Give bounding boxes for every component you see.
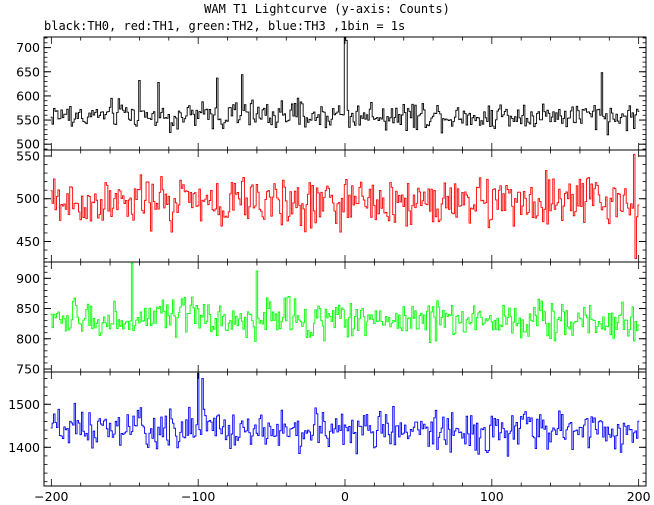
y-tick-label: 900 <box>16 271 40 286</box>
panel-th1: 450 500 550 <box>16 148 647 263</box>
x-tick-label: −200 <box>34 489 68 504</box>
series-line-th1 <box>50 153 640 260</box>
y-tick-label: 1500 <box>8 397 40 412</box>
lightcurve-panels: 5005506006507004505005507508008509001400… <box>8 36 647 487</box>
y-tick-label: 1400 <box>8 440 40 455</box>
series-line-th3 <box>50 372 640 457</box>
y-tick-label: 800 <box>16 331 40 346</box>
series-line-th0 <box>50 37 640 136</box>
panel-th2: 750 800 850 900 <box>16 261 647 376</box>
panel-frame <box>43 371 647 487</box>
y-tick-label: 850 <box>16 301 40 316</box>
panel-frame <box>43 261 647 373</box>
y-tick-label: 500 <box>16 191 40 206</box>
x-tick-label: −100 <box>181 489 215 504</box>
panel-th3: 1400 1500 <box>8 371 647 487</box>
x-tick-label: 200 <box>627 489 651 504</box>
y-tick-label: 500 <box>16 137 40 152</box>
y-tick-label: 550 <box>16 148 40 163</box>
y-tick-label: 700 <box>16 40 40 55</box>
panel-th0: 500 550 600 650 700 <box>16 36 647 152</box>
series-line-th2 <box>50 262 640 343</box>
x-axis: −200 −100 0 100 200 <box>34 489 650 504</box>
y-tick-label: 750 <box>16 361 40 376</box>
x-tick-label: 0 <box>341 489 349 504</box>
panel-frame <box>43 36 647 151</box>
y-tick-label: 450 <box>16 234 40 249</box>
y-tick-label: 550 <box>16 113 40 128</box>
y-tick-label: 650 <box>16 64 40 79</box>
y-tick-label: 600 <box>16 88 40 103</box>
x-tick-label: 100 <box>480 489 504 504</box>
chart-title: WAM T1 Lightcurve (y-axis: Counts) <box>204 2 450 16</box>
chart-subtitle: black:TH0, red:TH1, green:TH2, blue:TH3 … <box>44 19 405 33</box>
